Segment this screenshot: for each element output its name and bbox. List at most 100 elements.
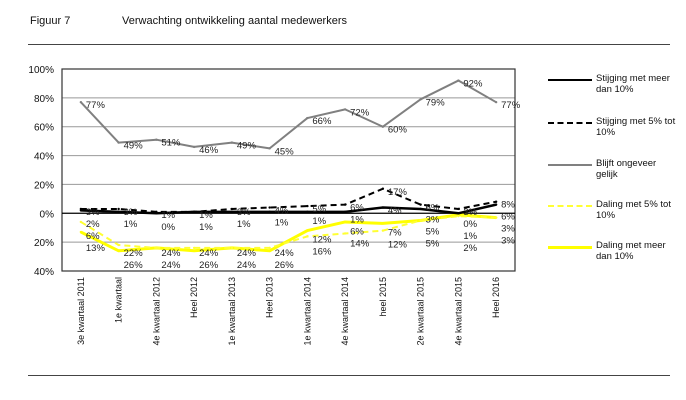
data-point	[230, 210, 234, 214]
data-point	[343, 108, 347, 111]
data-label: 6%	[426, 203, 440, 214]
data-label: 3%	[501, 236, 515, 247]
y-tick-label: 100%	[28, 65, 54, 76]
data-label: 7%	[388, 227, 402, 238]
data-label: 5%	[426, 227, 440, 238]
data-label: 1%	[161, 210, 175, 221]
data-label: 49%	[124, 141, 144, 152]
data-label: 66%	[312, 116, 332, 127]
bottom-rule	[28, 375, 670, 376]
data-label: 26%	[275, 260, 295, 271]
data-label: 3%	[426, 215, 440, 226]
data-label: 17%	[388, 187, 408, 198]
data-point	[192, 246, 196, 250]
data-label: 79%	[426, 97, 446, 108]
data-point	[268, 206, 271, 209]
data-label: 0%	[463, 219, 477, 230]
data-point	[343, 210, 347, 214]
data-point	[343, 203, 347, 206]
legend-label: Blijft ongeveer gelijk	[596, 158, 657, 180]
data-label: 3%	[463, 207, 477, 218]
data-label: 16%	[312, 247, 332, 258]
data-point	[343, 220, 347, 224]
data-point	[268, 249, 271, 252]
data-label: 3%	[501, 224, 515, 235]
data-point	[155, 212, 158, 215]
data-point	[192, 210, 196, 214]
x-tick-label: 1e kwartaal	[114, 277, 124, 323]
data-label: 77%	[86, 100, 106, 111]
y-tick-label: 40%	[34, 152, 54, 163]
data-label: 6%	[350, 203, 364, 214]
data-point	[306, 235, 309, 238]
data-label: 51%	[161, 138, 181, 149]
x-tick-label: 3e kwartaal 2011	[76, 277, 86, 345]
legend-label: Daling met meer dan 10%	[596, 240, 666, 262]
data-label: 1%	[124, 219, 138, 230]
x-tick-label: 1e kwartaal 2014	[302, 277, 312, 346]
data-point	[457, 79, 460, 82]
series-line	[80, 79, 497, 150]
data-label: 24%	[161, 248, 181, 259]
data-label: 2%	[463, 243, 477, 254]
data-label: 22%	[124, 248, 144, 259]
data-label: 2%	[86, 219, 100, 230]
data-label: 1%	[199, 210, 213, 221]
x-tick-label: 1e kwartaal 2013	[227, 277, 237, 346]
data-point	[230, 246, 234, 250]
data-label: 4%	[275, 206, 289, 217]
data-label: 24%	[237, 248, 257, 259]
figure-label: Figuur 7	[30, 15, 71, 27]
legend-label: Stijging met meer dan 10%	[596, 73, 670, 95]
data-label: 1%	[312, 216, 326, 227]
data-label: 24%	[275, 248, 295, 259]
data-point	[79, 220, 83, 224]
data-point	[79, 100, 83, 104]
legend-swatch	[548, 246, 592, 249]
data-point	[268, 246, 271, 250]
data-label: 72%	[350, 107, 370, 118]
data-label: 49%	[237, 141, 257, 152]
data-point	[457, 214, 460, 218]
data-label: 24%	[199, 248, 219, 259]
legend-label: Stijging met 5% tot 10%	[596, 116, 676, 138]
data-point	[268, 147, 271, 150]
data-point	[494, 216, 498, 219]
legend-swatch	[548, 79, 592, 81]
data-label: 46%	[199, 145, 219, 156]
x-tick-label: Heel 2016	[491, 277, 501, 318]
data-point	[117, 249, 120, 252]
data-point	[230, 141, 234, 144]
x-tick-label: 2e kwartaal 2015	[416, 277, 426, 346]
data-point	[155, 138, 158, 141]
data-label: 3%	[124, 207, 138, 218]
data-point	[381, 222, 385, 225]
data-label: 0%	[161, 222, 175, 233]
data-point	[117, 207, 120, 211]
data-label: 4%	[388, 206, 402, 217]
data-label: 5%	[426, 239, 440, 250]
data-point	[494, 203, 498, 206]
y-tick-label: 60%	[34, 123, 54, 134]
data-point	[419, 207, 422, 211]
data-point	[117, 243, 120, 247]
data-point	[306, 229, 309, 232]
legend-swatch	[548, 164, 592, 166]
data-label: 1%	[275, 218, 289, 229]
x-tick-label: 4e kwartaal 2015	[453, 277, 463, 346]
data-label: 1%	[199, 222, 213, 233]
data-point	[343, 232, 347, 235]
data-label: 45%	[275, 146, 295, 157]
data-label: 6%	[501, 212, 515, 223]
data-point	[494, 100, 498, 104]
chart-title: Verwachting ontwikkeling aantal medewerk…	[122, 15, 348, 27]
series-line	[80, 203, 497, 215]
plot-frame	[61, 68, 516, 272]
data-label: 1%	[237, 219, 251, 230]
data-label: 6%	[350, 227, 364, 238]
data-label: 5%	[312, 204, 326, 215]
legend-label: Daling met 5% tot 10%	[596, 199, 671, 221]
data-point	[155, 246, 158, 250]
data-label: 24%	[161, 260, 181, 271]
